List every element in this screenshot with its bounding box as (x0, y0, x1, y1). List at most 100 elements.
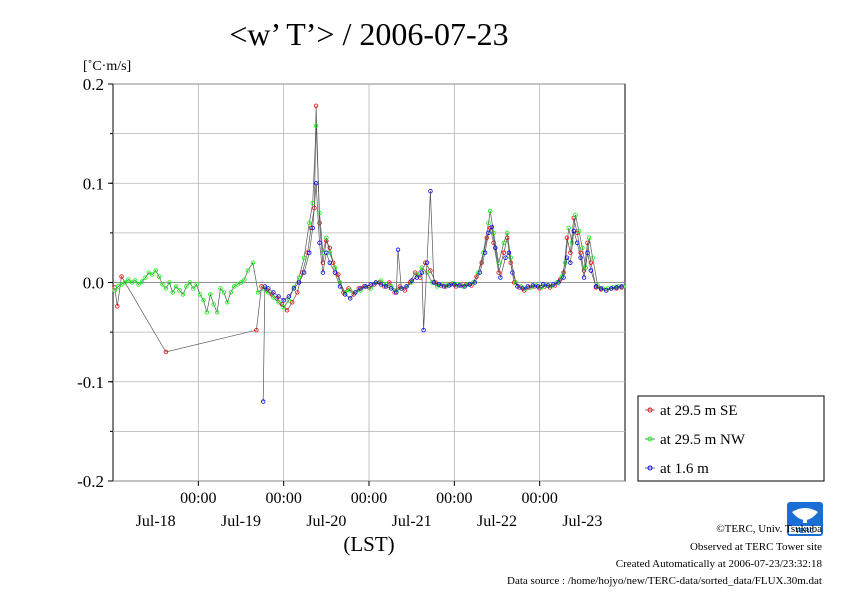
data-point (187, 280, 192, 285)
logo-text: TERC (795, 528, 814, 535)
data-point (452, 282, 457, 287)
data-point (204, 310, 210, 315)
data-point (578, 250, 583, 255)
data-point (535, 284, 541, 289)
data-point (170, 290, 175, 295)
y-tick-label: 0.0 (83, 274, 104, 293)
data-point (409, 278, 414, 283)
data-point (284, 308, 290, 313)
data-point (332, 270, 338, 275)
legend-label: at 1.6 m (660, 461, 709, 477)
data-point (177, 288, 182, 293)
data-point (301, 255, 307, 260)
data-point (156, 274, 162, 279)
y-tick-label: -0.1 (77, 373, 104, 392)
data-point (564, 255, 570, 260)
data-point (484, 235, 489, 241)
x-tick-label: 00:00 (180, 490, 216, 507)
data-point (482, 250, 488, 255)
date-label: Jul-19 (221, 513, 261, 530)
data-point (561, 275, 566, 280)
data-point (566, 225, 571, 231)
chart-title: <w’ T’> / 2006-07-23 (229, 16, 508, 52)
data-point (180, 292, 186, 297)
data-point (119, 282, 124, 287)
data-point (588, 268, 594, 273)
y-axis-label: [˚C·m/s] (83, 59, 131, 74)
data-point (281, 305, 286, 310)
date-label: Jul-18 (136, 513, 176, 530)
y-tick-label: 0.2 (83, 75, 104, 94)
data-point (348, 296, 353, 301)
data-point (487, 208, 493, 214)
data-point (590, 255, 595, 260)
data-point (540, 282, 546, 287)
data-point (395, 247, 401, 252)
data-point (150, 272, 155, 277)
data-point (225, 300, 230, 305)
data-point (462, 284, 467, 289)
data-point (271, 295, 276, 300)
data-point (129, 280, 134, 285)
data-point (394, 290, 399, 295)
data-point (324, 250, 329, 255)
data-point (139, 279, 145, 284)
data-point (428, 188, 433, 194)
data-point (296, 280, 302, 285)
data-point (231, 284, 237, 289)
data-point (457, 283, 462, 288)
data-point (506, 250, 512, 255)
data-point (388, 286, 394, 291)
legend-marker (647, 436, 653, 442)
data-point (254, 327, 259, 333)
data-point (163, 349, 169, 355)
data-point (505, 230, 510, 236)
legend-box (637, 395, 825, 482)
data-point (295, 290, 300, 295)
data-point (563, 260, 568, 265)
data-point (414, 275, 419, 280)
data-point (496, 260, 501, 265)
legend-label: at 29.5 m SE (660, 403, 738, 419)
data-point (571, 228, 576, 234)
data-point (353, 290, 358, 295)
data-point (428, 268, 433, 273)
data-point (585, 240, 590, 245)
data-point (310, 225, 315, 231)
data-point (474, 274, 479, 279)
data-point (313, 123, 319, 128)
data-point (383, 284, 389, 289)
data-point (568, 260, 573, 265)
data-point (122, 280, 128, 285)
data-point (604, 288, 609, 293)
copyright-text: ©TERC, Univ. Tsukuba (716, 523, 822, 535)
data-point (260, 399, 266, 404)
y-axis-ticks: 0.2 0.1 0.0 -0.1 -0.2 (77, 75, 113, 491)
data-point (498, 275, 503, 280)
legend-label: at 29.5 m NW (660, 432, 746, 448)
data-point (399, 286, 404, 291)
terc-logo-icon: TERC (787, 502, 823, 536)
observed-text: Observed at TERC Tower site (690, 541, 822, 553)
data-point (585, 250, 590, 255)
data-point (208, 292, 213, 297)
data-point (317, 220, 322, 226)
data-point (281, 298, 286, 303)
data-point (201, 298, 206, 303)
data-point (508, 255, 513, 260)
data-point (387, 280, 392, 285)
data-point (313, 181, 319, 186)
data-point (286, 294, 291, 299)
data-series (112, 103, 626, 404)
data-point (112, 288, 117, 293)
data-point (424, 270, 430, 275)
data-point (441, 284, 447, 289)
data-point (317, 240, 322, 245)
x-tick-label: 00:00 (351, 490, 387, 507)
legend-marker (647, 407, 653, 413)
data-point (580, 245, 585, 250)
date-label: Jul-20 (306, 513, 346, 530)
data-point (614, 285, 619, 290)
data-point (262, 284, 268, 289)
